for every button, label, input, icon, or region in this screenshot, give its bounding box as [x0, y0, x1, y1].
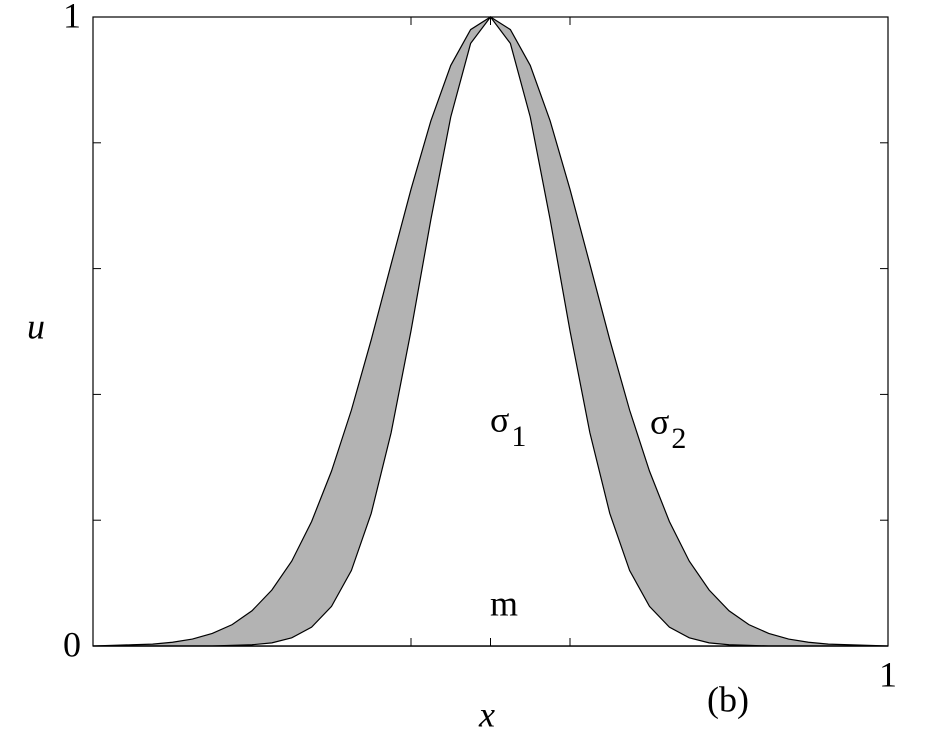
- annotation: (b): [707, 679, 749, 719]
- annotation: m: [490, 583, 518, 623]
- curve: [93, 16, 888, 647]
- y-tick-label: 0: [63, 624, 81, 664]
- y-axis-label: u: [27, 306, 45, 346]
- y-tick-label: 1: [63, 0, 81, 35]
- x-tick-label: 1: [879, 654, 897, 694]
- annotation-subscript: 1: [511, 420, 526, 453]
- annotation: σ: [490, 399, 509, 439]
- x-axis-label: x: [478, 694, 495, 734]
- annotation-subscript: 2: [671, 422, 686, 455]
- annotation: σ: [650, 401, 669, 441]
